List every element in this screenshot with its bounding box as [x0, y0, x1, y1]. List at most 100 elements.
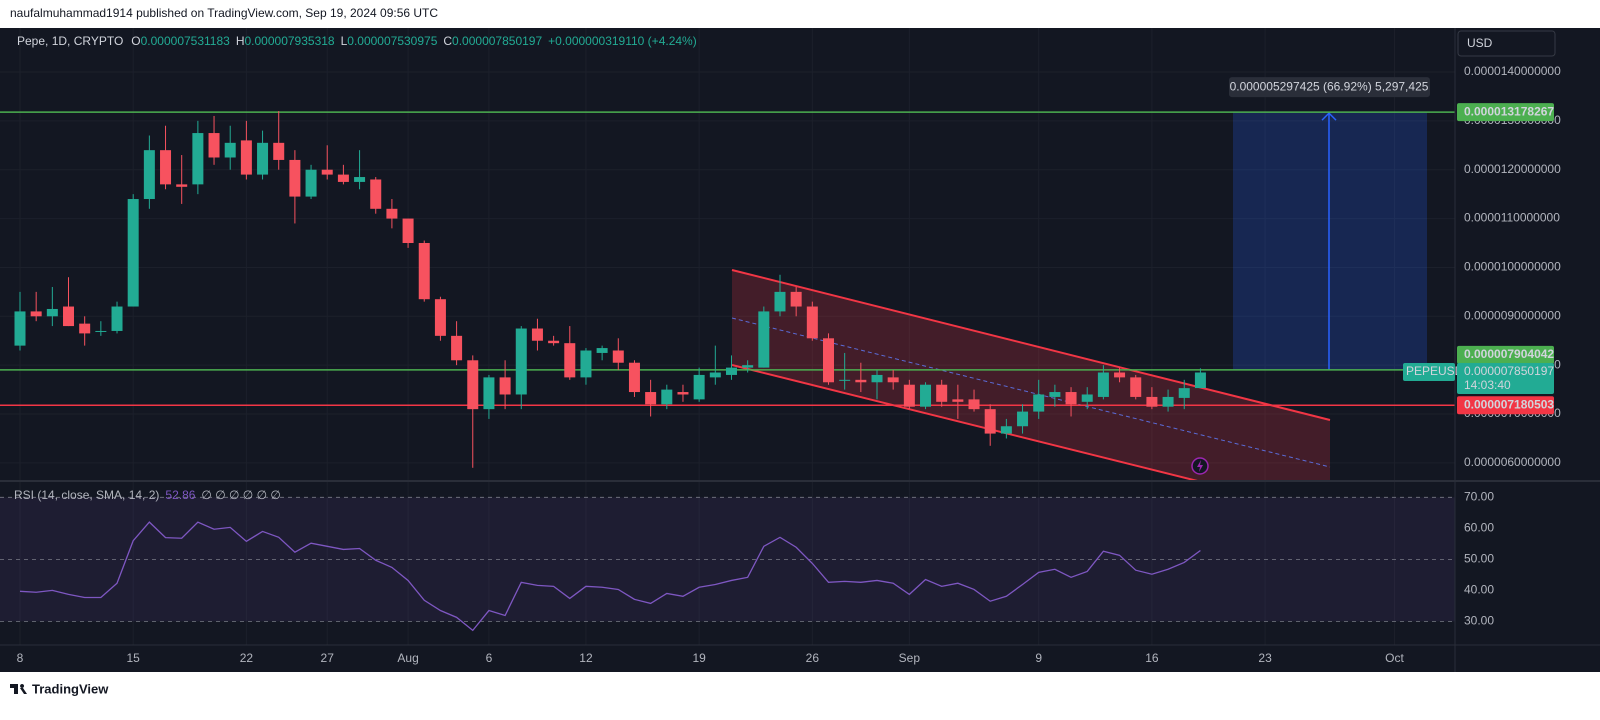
y-tick-label: 30.00	[1464, 614, 1494, 628]
candle-body	[871, 374, 883, 383]
price-label: 0.000007180503	[1464, 397, 1554, 411]
symbol-label-box	[1403, 363, 1455, 381]
y-tick-label: 0.0000140000000	[1464, 64, 1561, 78]
candle-body	[742, 365, 754, 368]
y-tick-label: 60.00	[1464, 520, 1494, 534]
y-tick-label: 70.00	[1464, 489, 1494, 503]
candle-body	[370, 179, 382, 209]
candle-body	[823, 338, 834, 383]
currency-button[interactable]	[1457, 30, 1556, 57]
measure-label: 0.000005297425 (66.92%) 5,297,425	[1230, 79, 1429, 93]
footer-logo: TradingView	[32, 681, 109, 696]
candle-body	[645, 392, 657, 405]
candle-body	[515, 328, 527, 395]
price-label-box	[1457, 396, 1554, 415]
x-tick-label: 8	[17, 651, 24, 665]
rsi-title: RSI (14, close, SMA, 14, 2)	[14, 488, 159, 502]
x-tick-label: 16	[1145, 651, 1159, 665]
candle-body	[321, 169, 333, 175]
channel-drawing	[731, 269, 1331, 480]
grid	[0, 28, 1455, 645]
x-tick-label: Sep	[899, 651, 921, 665]
x-tick-label: Aug	[397, 651, 418, 665]
candle-body	[564, 343, 576, 378]
last-price-box	[1457, 363, 1554, 394]
candle-body	[499, 377, 511, 395]
measure-label-box	[1229, 77, 1430, 98]
candle-body	[1194, 372, 1206, 389]
candle-body	[46, 308, 58, 317]
marks	[14, 111, 1206, 632]
candle-body	[402, 218, 414, 244]
candle-body	[661, 389, 673, 405]
candle-body	[273, 142, 285, 160]
change-value: +0.000000319110 (+4.24%)	[548, 34, 697, 48]
y-tick-label: 0.0000120000000	[1464, 162, 1561, 176]
ohlc-label: L	[341, 34, 348, 48]
candle-body	[693, 374, 705, 400]
candle-body	[143, 150, 155, 200]
ohlc-label: O	[131, 34, 140, 48]
x-tick-label: 23	[1258, 651, 1272, 665]
footer	[0, 672, 1600, 720]
symbol-label: PEPEUSD	[1406, 364, 1464, 378]
candle-body	[903, 384, 915, 407]
price-label-box	[1457, 345, 1554, 364]
y-tick-label: 0.0000090000000	[1464, 308, 1561, 322]
candle-body	[1178, 388, 1190, 398]
rsi-value: 52.86	[165, 488, 195, 502]
x-tick-label: 9	[1035, 651, 1042, 665]
candle-body	[467, 360, 479, 410]
candle-body	[354, 177, 366, 182]
candle-body	[920, 384, 932, 407]
axes: 8 15 22 27 Aug 6 12 19 26 Sep 9 16 23 Oct 0.0000140000…	[17, 64, 1561, 665]
candle-body	[289, 159, 301, 197]
candle-body	[1146, 396, 1158, 407]
y-tick-label: 50.00	[1464, 552, 1494, 566]
y-tick-label: 0.0000100000000	[1464, 260, 1561, 274]
ohlc-value: 0.000007530975	[347, 34, 437, 48]
price-label: 0.000013178267	[1464, 104, 1554, 118]
candle-body	[839, 379, 851, 381]
candle-body	[758, 311, 770, 368]
measure-box	[1233, 112, 1427, 370]
candle-body	[612, 350, 624, 363]
candle-body	[208, 133, 220, 158]
ohlc-label: C	[443, 34, 452, 48]
alert-icon	[1191, 457, 1209, 475]
candle-body	[709, 372, 721, 378]
countdown-label: 14:03:40	[1464, 378, 1511, 392]
currency-label: USD	[1467, 36, 1493, 50]
ohlc-value: 0.000007935318	[245, 34, 335, 48]
candle-body	[968, 399, 980, 410]
candle-body	[887, 377, 899, 383]
candles	[14, 111, 1206, 468]
candle-body	[79, 323, 91, 334]
x-tick-label: 6	[486, 651, 493, 665]
candle-body	[628, 362, 640, 393]
y-tick-label: 40.00	[1464, 583, 1494, 597]
candle-body	[257, 142, 269, 175]
candle-body	[725, 367, 737, 375]
candle-body	[224, 142, 236, 158]
measure-tool: 0.000005297425 (66.92%) 5,297,425	[1229, 77, 1430, 370]
candle-body	[127, 199, 139, 307]
ohlc-value: 0.000007850197	[452, 34, 542, 48]
candle-body	[1081, 394, 1093, 402]
candle-body	[14, 311, 26, 346]
rsi-line	[19, 521, 1201, 632]
candle-body	[63, 306, 75, 327]
x-tick-label: 26	[806, 651, 820, 665]
candle-body	[1065, 392, 1077, 405]
candle-body	[580, 350, 592, 378]
candle-body	[806, 306, 818, 339]
candle-body	[95, 330, 107, 332]
channel-fill	[732, 270, 1330, 480]
candle-body	[176, 184, 188, 187]
candle-body	[418, 243, 430, 300]
y-tick-label: 0.0000110000000	[1464, 211, 1560, 225]
candle-body	[337, 174, 349, 182]
legend-ohlc: Pepe, 1D, CRYPTO O0.000007531183 H0.000007…	[17, 34, 697, 48]
